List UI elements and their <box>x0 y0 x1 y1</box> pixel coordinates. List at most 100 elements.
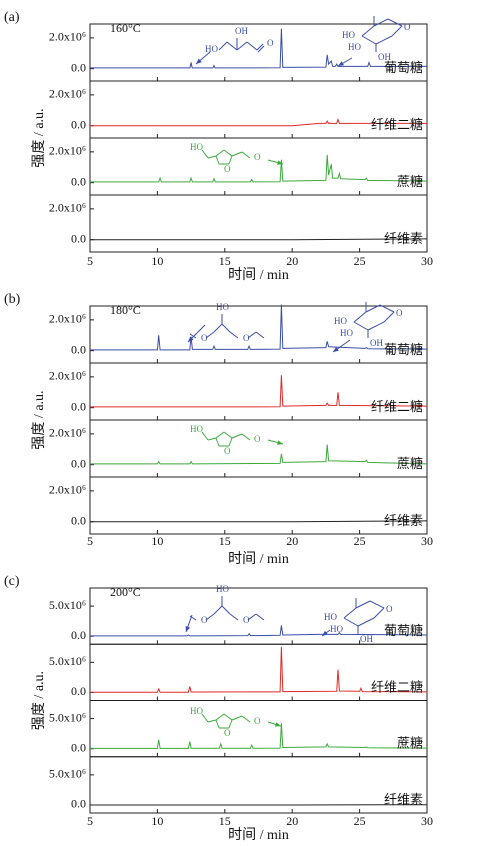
arrow-head <box>275 722 281 727</box>
structure-bond <box>201 431 209 441</box>
y-tick-label: 0.0 <box>71 342 86 356</box>
y-tick-label: 0.0 <box>71 231 86 245</box>
structure-bond <box>229 613 239 621</box>
structure-bond <box>231 433 243 439</box>
structure-label: HO <box>205 44 218 54</box>
y-tick-label: 0.0 <box>71 117 86 131</box>
series-line <box>90 154 428 183</box>
y-tick-label: 2.0x10⁶ <box>49 201 86 215</box>
x-tick-label: 10 <box>151 254 163 268</box>
structure-bond <box>387 18 403 27</box>
structure-bond <box>247 613 257 621</box>
x-tick-label: 10 <box>151 534 163 548</box>
series-line <box>90 304 428 351</box>
y-tick-label: 0.0 <box>71 513 86 527</box>
arrow-head <box>188 336 194 342</box>
series-name: 纤维二糖 <box>371 399 423 414</box>
structure-bond <box>223 149 233 157</box>
structure-bond <box>205 613 215 621</box>
structure-bond <box>236 41 248 51</box>
arrow-head <box>338 61 344 66</box>
structure-bond <box>361 25 375 37</box>
x-tick-label: 30 <box>421 814 433 828</box>
x-axis-label: 时间 / min <box>228 551 289 567</box>
structure-bond <box>207 155 217 159</box>
structure-label: O <box>267 38 274 48</box>
temperature-label: 180°C <box>110 303 141 317</box>
series-name: 纤维二糖 <box>371 117 423 132</box>
y-tick-label: 5.0x10⁶ <box>49 710 86 724</box>
x-tick-label: 5 <box>87 254 93 268</box>
structure-label: HO <box>324 612 337 622</box>
structure-bond <box>391 25 403 37</box>
structure-bond <box>257 45 265 53</box>
series-line <box>90 238 428 241</box>
structure-label: HO <box>216 302 229 312</box>
y-tick-label: 2.0x10⁶ <box>49 30 86 44</box>
y-tick-label: 2.0x10⁶ <box>49 87 86 101</box>
structure-bond <box>343 607 357 619</box>
structure-bond <box>218 41 228 51</box>
structure-label: OH <box>370 338 383 348</box>
y-tick-label: 0.0 <box>71 628 86 642</box>
structure-bond <box>255 331 265 339</box>
y-axis-label: 强度 / a.u. <box>31 390 47 449</box>
y-tick-label: 2.0x10⁶ <box>49 426 86 440</box>
structure-label: O <box>386 604 393 614</box>
x-axis-label: 时间 / min <box>228 267 289 283</box>
structure-label: HO <box>334 316 347 326</box>
structure-bond <box>226 41 238 51</box>
panel-label: (c) <box>4 574 20 589</box>
y-tick-label: 0.0 <box>71 399 86 413</box>
series-name: 纤维二糖 <box>371 679 423 694</box>
structure-bond <box>228 155 233 165</box>
series-name: 葡萄糖 <box>384 60 423 75</box>
y-tick-label: 2.0x10⁶ <box>49 144 86 158</box>
structure-bond <box>231 151 243 157</box>
structure-bond <box>201 713 209 723</box>
structure-label: HO <box>342 30 355 40</box>
structure-bond <box>221 605 231 615</box>
y-tick-label: 0.0 <box>71 174 86 188</box>
structure-label: O <box>243 615 250 625</box>
structure-bond <box>353 311 367 323</box>
series-name: 纤维素 <box>384 792 423 807</box>
y-axis-label: 强度 / a.u. <box>31 108 47 167</box>
structure-label: HO <box>190 706 203 716</box>
subplot-frame <box>89 137 428 196</box>
structure-bond <box>231 715 243 721</box>
series-name: 蔗糖 <box>397 736 423 751</box>
structure-bond <box>201 149 209 159</box>
structure-label: O <box>396 308 403 318</box>
x-tick-label: 15 <box>219 534 231 548</box>
structure-label: O <box>254 434 261 444</box>
structure-label: O <box>243 333 250 343</box>
series-line <box>90 723 428 749</box>
y-tick-label: 2.0x10⁶ <box>49 483 86 497</box>
series-line <box>89 375 428 408</box>
x-tick-label: 30 <box>421 534 433 548</box>
series-name: 蔗糖 <box>397 174 423 189</box>
y-tick-label: 2.0x10⁶ <box>49 312 86 326</box>
series-name: 葡萄糖 <box>384 623 423 638</box>
structure-label: O <box>201 615 208 625</box>
structure-bond <box>215 149 225 157</box>
structure-bond <box>229 331 239 339</box>
structure-label: OH <box>235 26 248 36</box>
structure-bond <box>383 311 395 323</box>
x-tick-label: 30 <box>421 254 433 268</box>
series-line <box>90 28 427 69</box>
structure-label: HO <box>348 42 361 52</box>
structure-bond <box>228 437 233 447</box>
series-line <box>90 520 428 523</box>
structure-bond <box>357 617 375 627</box>
temperature-label: 160°C <box>110 21 141 35</box>
structure-bond <box>213 605 223 615</box>
structure-bond <box>205 331 215 339</box>
panel-label: (b) <box>4 292 21 307</box>
structure-label: O <box>201 333 208 343</box>
structure-bond <box>373 18 389 27</box>
x-axis-label: 时间 / min <box>228 827 289 843</box>
subplot-frame <box>89 194 428 253</box>
structure-label: HO <box>190 142 203 152</box>
